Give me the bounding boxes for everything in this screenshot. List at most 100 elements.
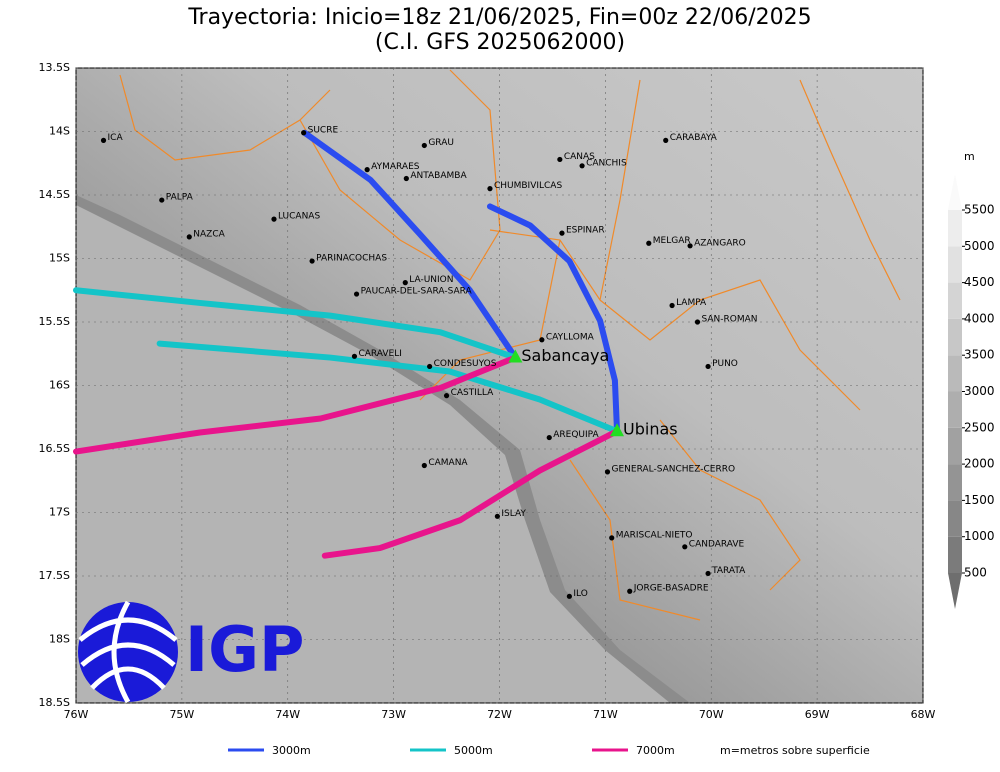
place-marker <box>309 258 315 264</box>
colorbar-label: 4500 <box>964 275 995 289</box>
legend-label: 3000m <box>272 744 311 757</box>
place-label: CANCHIS <box>586 158 627 168</box>
place-marker <box>705 570 711 577</box>
y-tick-label: 15.5S <box>39 315 70 328</box>
colorbar-label: 1500 <box>964 493 995 507</box>
colorbar-band <box>948 427 962 465</box>
place-marker <box>627 588 633 594</box>
place-label: ESPINAR <box>566 226 605 236</box>
place-label: CAMANA <box>428 458 468 468</box>
place-label: ANTABAMBA <box>410 171 467 181</box>
colorbar-band <box>948 210 962 247</box>
place-marker <box>427 363 433 370</box>
y-tick-label: 15S <box>49 252 70 265</box>
colorbar-label: 5500 <box>964 203 995 217</box>
colorbar-label: 5000 <box>964 239 995 253</box>
colorbar-label: 2500 <box>964 420 995 434</box>
y-tick-label: 18S <box>49 633 70 646</box>
x-tick-label: 74W <box>275 708 300 721</box>
place-marker <box>494 513 500 519</box>
place-marker <box>579 163 585 169</box>
place-marker <box>351 353 358 359</box>
overlay: 76W 75W 74W 73W 72W 71W 70W 69W 68W 13.5S 14S 14.5S… <box>39 61 995 757</box>
place-marker <box>100 137 107 143</box>
place-marker <box>402 280 408 286</box>
x-tick-label: 72W <box>487 708 512 721</box>
volcano-label: Sabancaya <box>521 346 609 365</box>
place-marker <box>271 216 277 222</box>
place-marker <box>609 535 615 541</box>
colorbar-band <box>948 246 962 283</box>
y-tick-label: 13.5S <box>39 61 70 74</box>
place-label: ISLAY <box>501 509 526 519</box>
place-marker <box>487 186 493 192</box>
place-label: NAZCA <box>193 229 225 239</box>
colorbar-label: 2000 <box>964 457 995 471</box>
place-marker <box>539 337 545 343</box>
y-tick-label: 17S <box>49 506 70 519</box>
trajectory <box>73 287 519 361</box>
volcano-label: Ubinas <box>623 420 678 439</box>
y-tick-label: 16.5S <box>39 442 70 455</box>
x-tick-label: 76W <box>64 708 89 721</box>
y-tick-label: 17.5S <box>39 569 70 582</box>
place-label: AYMARAES <box>371 162 420 172</box>
place-marker <box>443 393 450 399</box>
place-marker <box>557 156 563 163</box>
logo-lines <box>78 600 178 704</box>
place-label: CANAS <box>564 152 595 162</box>
colorbar-end <box>948 174 962 210</box>
place-marker <box>421 142 427 149</box>
place-marker <box>159 197 165 203</box>
title: Trayectoria: Inicio=18z 21/06/2025, Fin=… <box>187 5 811 30</box>
colorbar-label: 500 <box>964 566 987 580</box>
place-label: MELGAR <box>653 236 691 246</box>
place-label: CHUMBIVILCAS <box>494 181 562 191</box>
place-label: LAMPA <box>676 298 707 308</box>
colorbar-band <box>948 282 962 319</box>
colorbar-label: 3000 <box>964 384 995 398</box>
volcano-marker <box>508 349 523 363</box>
place-marker <box>646 240 652 246</box>
place-marker <box>301 130 307 136</box>
place-marker <box>364 167 370 173</box>
place-marker <box>669 302 675 309</box>
x-tick-label: 69W <box>805 708 830 721</box>
x-tick-label: 68W <box>911 708 936 721</box>
x-tick-label: 70W <box>699 708 724 721</box>
colorbar-band <box>948 355 962 392</box>
x-tick-label: 71W <box>593 708 618 721</box>
place-label: TARATA <box>711 566 746 576</box>
colorbar-band <box>948 464 962 501</box>
place-label: AREQUIPA <box>553 430 599 440</box>
colorbar-label: 4000 <box>964 311 995 325</box>
trajectory <box>486 203 621 435</box>
logo: IGP <box>78 600 304 704</box>
place-label: ICA <box>108 133 124 143</box>
legend-label: 7000m <box>636 744 675 757</box>
place-label: CONDESUYOS <box>434 359 497 369</box>
colorbar-label: 3500 <box>964 348 995 362</box>
place-label: LA-UNION <box>409 275 453 285</box>
volcano-marker <box>610 423 625 437</box>
place-marker <box>559 230 565 236</box>
legend-label: 5000m <box>454 744 493 757</box>
place-marker <box>604 469 611 475</box>
x-tick-label: 73W <box>381 708 406 721</box>
y-tick-label: 14.5S <box>39 188 70 201</box>
colorbar-band <box>948 536 962 573</box>
ocean <box>76 205 670 703</box>
colorbar-unit: m <box>964 150 975 163</box>
place-label: MARISCAL-NIETO <box>616 530 693 540</box>
place-label: GENERAL-SANCHEZ-CERRO <box>611 464 735 474</box>
place-label: JORGE-BASADRE <box>633 584 709 594</box>
colorbar-band <box>948 391 962 428</box>
place-label: GRAU <box>428 138 454 148</box>
colorbar-band <box>948 318 962 356</box>
place-label: PUNO <box>712 359 738 369</box>
place-marker <box>705 363 711 370</box>
legend-note: m=metros sobre superficie <box>720 744 870 757</box>
colorbar-end <box>948 573 962 609</box>
place-label: CAYLLOMA <box>546 332 595 342</box>
place-label: PAUCAR-DEL-SARA-SARA <box>361 287 473 297</box>
